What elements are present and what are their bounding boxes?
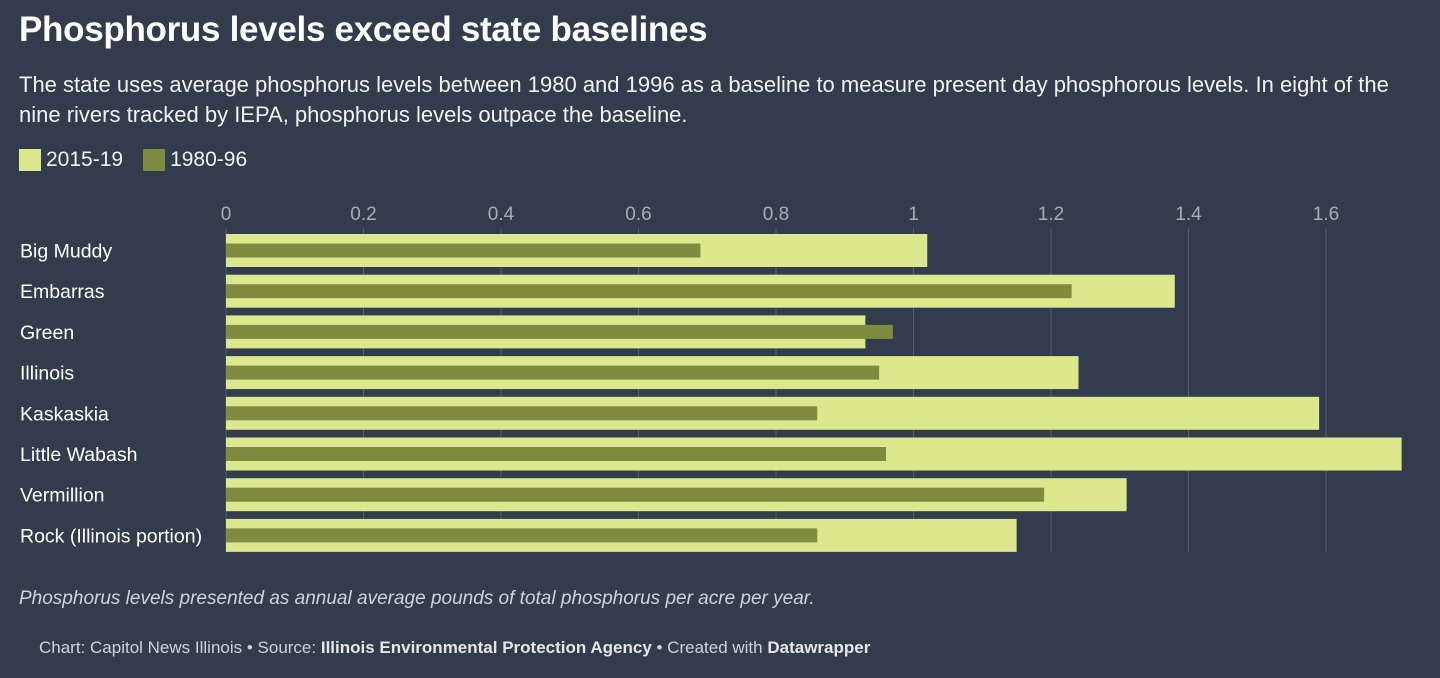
x-tick-label-8: 1.6 [1313,204,1339,225]
category-label-5: Little Wabash [20,444,137,466]
legend-label-recent: 2015-19 [46,148,124,171]
credit-line: Chart: Capitol News Illinois • Source: I… [39,638,870,658]
bar-baseline-4 [226,406,818,421]
x-tick-label-3: 0.6 [625,204,651,225]
credit-source[interactable]: Illinois Environmental Protection Agency [320,638,652,657]
credit-middle: • Created with [651,638,768,657]
category-label-4: Kaskaskia [20,403,109,425]
chart-note: Phosphorus levels presented as annual av… [19,588,815,609]
legend-swatch-baseline [143,149,166,171]
chart-subtitle: The state uses average phosphorus levels… [19,72,1389,127]
credit-prefix: Chart: Capitol News Illinois • Source: [39,638,321,657]
x-tick-label-4: 0.8 [763,204,789,225]
legend-item-recent: 2015-19 [19,148,123,172]
x-tick-label-2: 0.4 [488,204,515,225]
category-label-2: Green [20,322,74,344]
category-label-1: Embarras [20,281,105,303]
bar-baseline-2 [226,324,893,339]
bar-chart: 0 0.2 0.4 0.6 0.8 1 1.2 1.4 1.6 Big Muddy Embarras… [20,204,1402,552]
bar-baseline-3 [226,365,880,380]
bar-baseline-6 [226,487,1045,502]
legend-swatch-recent [19,149,41,171]
bar-baseline-1 [226,284,1072,299]
x-tick-label-7: 1.4 [1175,204,1202,225]
bar-baseline-5 [226,447,886,461]
bar-baseline-7 [226,528,818,543]
bar-baseline-0 [226,243,701,258]
legend-item-baseline: 1980-96 [143,148,247,172]
x-tick-label-6: 1.2 [1038,204,1064,225]
x-tick-label-5: 1 [908,204,919,225]
category-label-7: Rock (Illinois portion) [20,525,202,547]
x-tick-label-1: 0.2 [350,204,376,225]
category-label-0: Big Muddy [20,241,112,263]
category-label-3: Illinois [20,363,74,385]
category-label-6: Vermillion [20,485,105,507]
x-tick-label-0: 0 [221,204,232,225]
legend-label-baseline: 1980-96 [170,148,248,171]
credit-tool[interactable]: Datawrapper [767,638,871,657]
legend: 2015-19 1980-96 [19,148,267,172]
chart-title: Phosphorus levels exceed state baselines [19,10,708,49]
